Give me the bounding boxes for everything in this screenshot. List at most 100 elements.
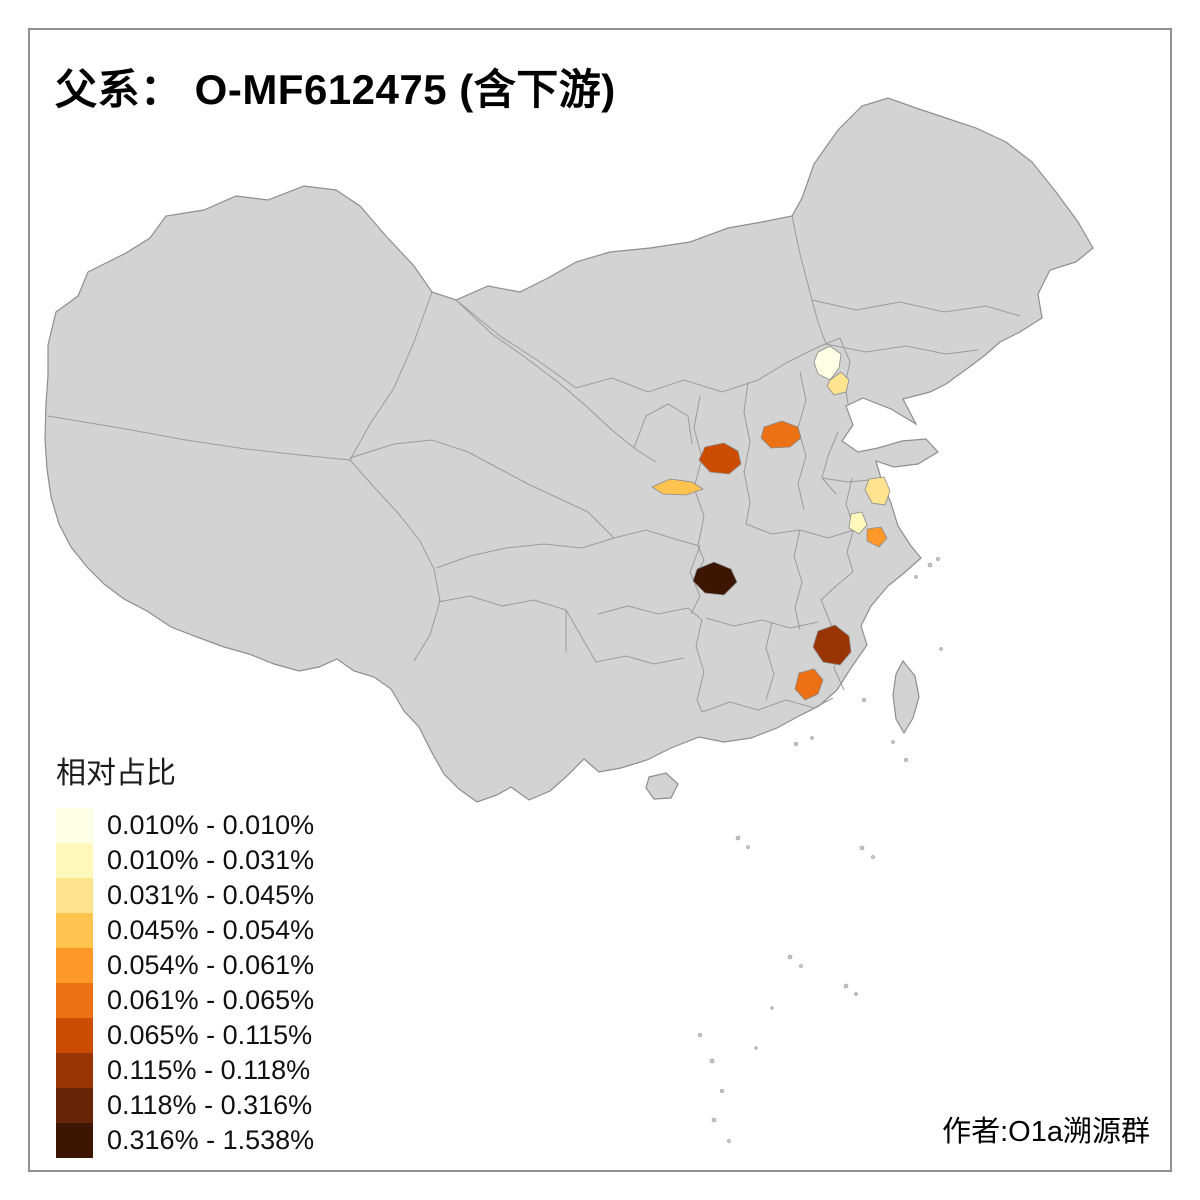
highlighted-regions-group	[651, 345, 891, 701]
highlighted-region	[794, 668, 824, 701]
legend-swatch	[56, 1018, 93, 1053]
province-border-line	[701, 697, 834, 713]
province-border-line	[793, 529, 803, 631]
highlighted-region	[812, 624, 852, 666]
islet	[904, 758, 908, 762]
province-border-line	[597, 605, 703, 621]
province-border-line	[565, 609, 685, 665]
province-border-line	[435, 537, 615, 569]
legend-label: 0.010% - 0.010%	[107, 810, 315, 840]
legend-label: 0.054% - 0.061%	[107, 950, 315, 980]
islet	[727, 1139, 731, 1143]
legend-item: 0.010% - 0.031%	[56, 843, 314, 878]
legend-item: 0.045% - 0.054%	[56, 913, 314, 948]
province-border-line	[821, 431, 839, 495]
legend-item: 0.316% - 1.538%	[56, 1123, 314, 1158]
islet	[914, 575, 918, 579]
small-islands-group	[698, 557, 943, 1143]
highlighted-region	[826, 371, 850, 396]
islet	[859, 845, 865, 851]
highlighted-region	[866, 526, 888, 548]
province-border-line	[455, 299, 657, 463]
legend-swatch	[56, 843, 93, 878]
province-border-line	[455, 299, 841, 393]
legend-label: 0.061% - 0.065%	[107, 985, 315, 1015]
province-border-line	[613, 529, 701, 547]
islet	[939, 647, 943, 651]
legend: 相对占比 0.010% - 0.010% 0.010% - 0.031% 0.0…	[56, 748, 314, 1158]
province-border-line	[705, 617, 819, 629]
province-border-line	[839, 337, 851, 405]
china-mainland-shape	[44, 97, 1094, 803]
islet	[720, 1089, 724, 1093]
mainland-group	[44, 97, 1094, 803]
islet	[709, 1058, 715, 1064]
legend-item: 0.010% - 0.010%	[56, 808, 314, 843]
legend-item: 0.118% - 0.316%	[56, 1088, 314, 1123]
legend-label: 0.115% - 0.118%	[107, 1055, 311, 1085]
legend-label: 0.316% - 1.538%	[107, 1125, 315, 1155]
islet	[799, 964, 803, 968]
legend-swatch	[56, 1053, 93, 1088]
province-border-line	[47, 415, 351, 461]
province-border-line	[437, 595, 567, 652]
islet	[810, 736, 814, 740]
islet	[787, 954, 793, 960]
legend-swatch	[56, 983, 93, 1018]
highlighted-region	[760, 420, 802, 449]
attribution: 作者:O1a溯源群	[942, 1116, 1150, 1148]
province-border-line	[765, 621, 775, 701]
legend-label: 0.118% - 0.316%	[107, 1090, 313, 1120]
islet	[711, 1117, 717, 1123]
islet	[871, 855, 875, 859]
islet	[698, 1033, 702, 1037]
page-title: 父系： O-MF612475 (含下游)	[55, 66, 616, 113]
islet	[770, 1006, 774, 1010]
legend-swatch	[56, 948, 93, 983]
legend-label: 0.045% - 0.054%	[107, 915, 315, 945]
province-border-line	[825, 343, 979, 355]
legend-item: 0.115% - 0.118%	[56, 1053, 314, 1088]
province-border-line	[633, 403, 693, 449]
province-border-line	[693, 395, 705, 573]
province-border-line	[349, 291, 433, 461]
islet	[927, 562, 933, 568]
province-border-line	[695, 619, 705, 713]
province-border-line	[349, 459, 441, 662]
highlighted-region	[692, 561, 738, 596]
legend-item: 0.031% - 0.045%	[56, 878, 314, 913]
islet	[862, 698, 866, 702]
hainan-island	[645, 772, 679, 800]
legend-title: 相对占比	[56, 757, 176, 790]
highlighted-region	[864, 476, 891, 506]
province-border-line	[797, 371, 807, 511]
highlighted-region	[813, 345, 842, 381]
legend-swatch	[56, 878, 93, 913]
province-border-line	[349, 439, 615, 539]
highlighted-region	[651, 478, 704, 496]
islet	[843, 983, 849, 989]
legend-swatch	[56, 1088, 93, 1123]
islet	[754, 1046, 758, 1050]
legend-swatch	[56, 913, 93, 948]
province-border-line	[743, 381, 751, 525]
legend-rows: 0.010% - 0.010% 0.010% - 0.031% 0.031% -…	[56, 808, 314, 1158]
islet	[794, 742, 798, 746]
taiwan-island	[892, 659, 920, 735]
legend-label: 0.065% - 0.115%	[107, 1020, 313, 1050]
legend-swatch	[56, 1123, 93, 1158]
islet	[735, 835, 741, 841]
legend-item: 0.065% - 0.115%	[56, 1018, 314, 1053]
islet	[854, 992, 858, 996]
legend-item: 0.054% - 0.061%	[56, 948, 314, 983]
highlighted-region	[698, 442, 742, 475]
legend-label: 0.031% - 0.045%	[107, 880, 315, 910]
province-border-line	[820, 571, 854, 623]
islet	[746, 845, 750, 849]
province-border-line	[821, 477, 871, 483]
province-border-line	[689, 545, 701, 615]
legend-item: 0.061% - 0.065%	[56, 983, 314, 1018]
legend-label: 0.010% - 0.031%	[107, 845, 315, 875]
